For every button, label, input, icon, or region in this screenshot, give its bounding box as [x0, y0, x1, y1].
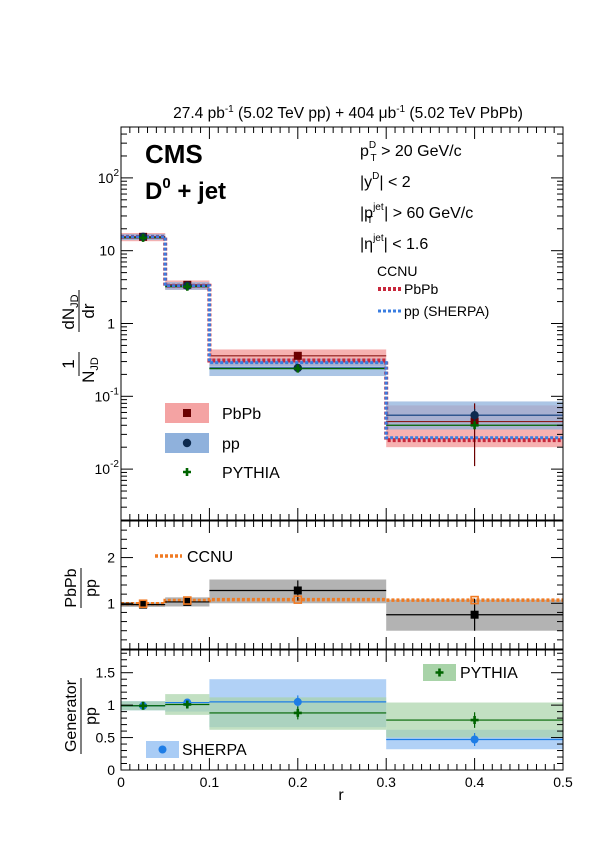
gen-legend-sherpa-label: SHERPA [182, 742, 247, 759]
svg-text:1: 1 [59, 359, 78, 368]
ratio-y-tick-label: 2 [107, 550, 115, 566]
legend-pp-marker [182, 438, 192, 448]
ccnu-pp-curve [121, 235, 563, 440]
sherpa-marker [470, 735, 479, 744]
process-label: D0 + jet [145, 175, 226, 205]
ccnu-ratio-curve [121, 597, 563, 606]
ratio-marker [183, 597, 192, 606]
pythia-ratio-marker [293, 708, 302, 717]
pythia-marker [293, 364, 302, 373]
x-tick-label: 0.2 [288, 774, 308, 790]
x-tick-label: 0.5 [553, 774, 573, 790]
legend-pbpb-label: PbPb [222, 406, 261, 423]
ratio-ylabel: PbPb pp [63, 568, 100, 608]
distribution-panel: PbPb pp PYTHIA CCNU PbPb pp (SHERPA) 10-2 10-1 1… [95, 126, 564, 521]
ccnu-ratio-marker [293, 595, 303, 604]
legend-pythia-label: PYTHIA [222, 465, 280, 482]
ratio-y-tick-label: 1 [107, 595, 115, 611]
svg-text:PbPb: PbPb [63, 568, 80, 607]
ratio-panel: CCNU 1 2 [107, 520, 564, 650]
y-tick-label: 10-1 [95, 386, 120, 404]
gen-legend-sherpa-marker [158, 745, 167, 754]
luminosity-header: 27.4 pb-1 (5.02 TeV pp) + 404 μb-1 (5.02… [173, 104, 523, 122]
svg-text:pp: pp [83, 579, 100, 597]
cut-label: |pjet T | > 60 GeV/c [360, 202, 473, 226]
gen-y-tick-label: 0 [107, 762, 115, 778]
cut-label: |ηjet| < 1.6 [360, 233, 428, 253]
ccnu-legend-title: CCNU [377, 263, 417, 279]
gen-legend-pythia-label: PYTHIA [460, 665, 518, 682]
svg-text:pp: pp [83, 707, 100, 725]
x-axis-label: r [338, 787, 344, 804]
gen-y-tick-label: 0.5 [96, 730, 116, 746]
pythia-marker [183, 282, 192, 291]
svg-text:NJD: NJD [79, 357, 101, 383]
distribution-ylabel: 1 NJD dNJD dr [59, 290, 101, 383]
svg-text:dr: dr [79, 303, 98, 318]
pythia-ratio-marker [183, 700, 192, 709]
ccnu-legend-pbpb-label: PbPb [404, 281, 438, 297]
legend-pp-label: pp [222, 436, 240, 453]
y-tick-label: 1 [107, 316, 115, 332]
x-tick-label: 0.1 [200, 774, 220, 790]
ccnu-ratio-marker [138, 599, 148, 609]
pp-marker [470, 411, 479, 420]
gen-legend-pythia-marker [435, 668, 444, 677]
gen-y-tick-label: 1 [107, 697, 115, 713]
x-tick-label: 0.3 [376, 774, 396, 790]
ccnu-legend-pp-label: pp (SHERPA) [404, 303, 489, 319]
pbpb-marker [293, 351, 302, 360]
legend-pythia-marker [183, 468, 191, 476]
svg-text:Generator: Generator [63, 679, 80, 752]
generator-ylabel: Generator pp [63, 678, 100, 754]
x-tick-label: 0 [117, 774, 125, 790]
legend-pbpb-marker [183, 409, 191, 417]
pythia-marker [470, 421, 479, 430]
pythia-marker [139, 233, 148, 242]
ratio-marker [470, 610, 479, 619]
experiment-label: CMS [145, 139, 203, 169]
sherpa-marker [293, 697, 302, 706]
cut-label: |yD| < 2 [360, 171, 411, 191]
kinematic-cuts: pD T > 20 GeV/c |yD| < 2 |pjet T | > 60 GeV/c… [360, 140, 473, 253]
cut-label: pD T > 20 GeV/c [360, 140, 462, 164]
x-tick-label: 0.4 [465, 774, 485, 790]
generator-panel: PYTHIA SHERPA 0 0.5 1 1.5 0 0.1 0.2 0.3 0.4 0.5 [96, 649, 573, 790]
ratio-marker [293, 586, 302, 595]
svg-text:dNJD: dNJD [59, 294, 81, 329]
pythia-ratio-marker [470, 716, 479, 725]
pythia-ratio-marker [139, 701, 148, 710]
y-tick-label: 10-2 [95, 459, 120, 477]
ccnu-ratio-marker [183, 596, 192, 605]
y-tick-label: 102 [98, 168, 120, 186]
ccnu-ratio-marker [470, 595, 479, 605]
ratio-legend-label: CCNU [187, 549, 233, 566]
ratio-marker [139, 600, 148, 609]
y-tick-label: 10 [99, 243, 115, 259]
gen-y-tick-label: 1.5 [96, 665, 116, 681]
